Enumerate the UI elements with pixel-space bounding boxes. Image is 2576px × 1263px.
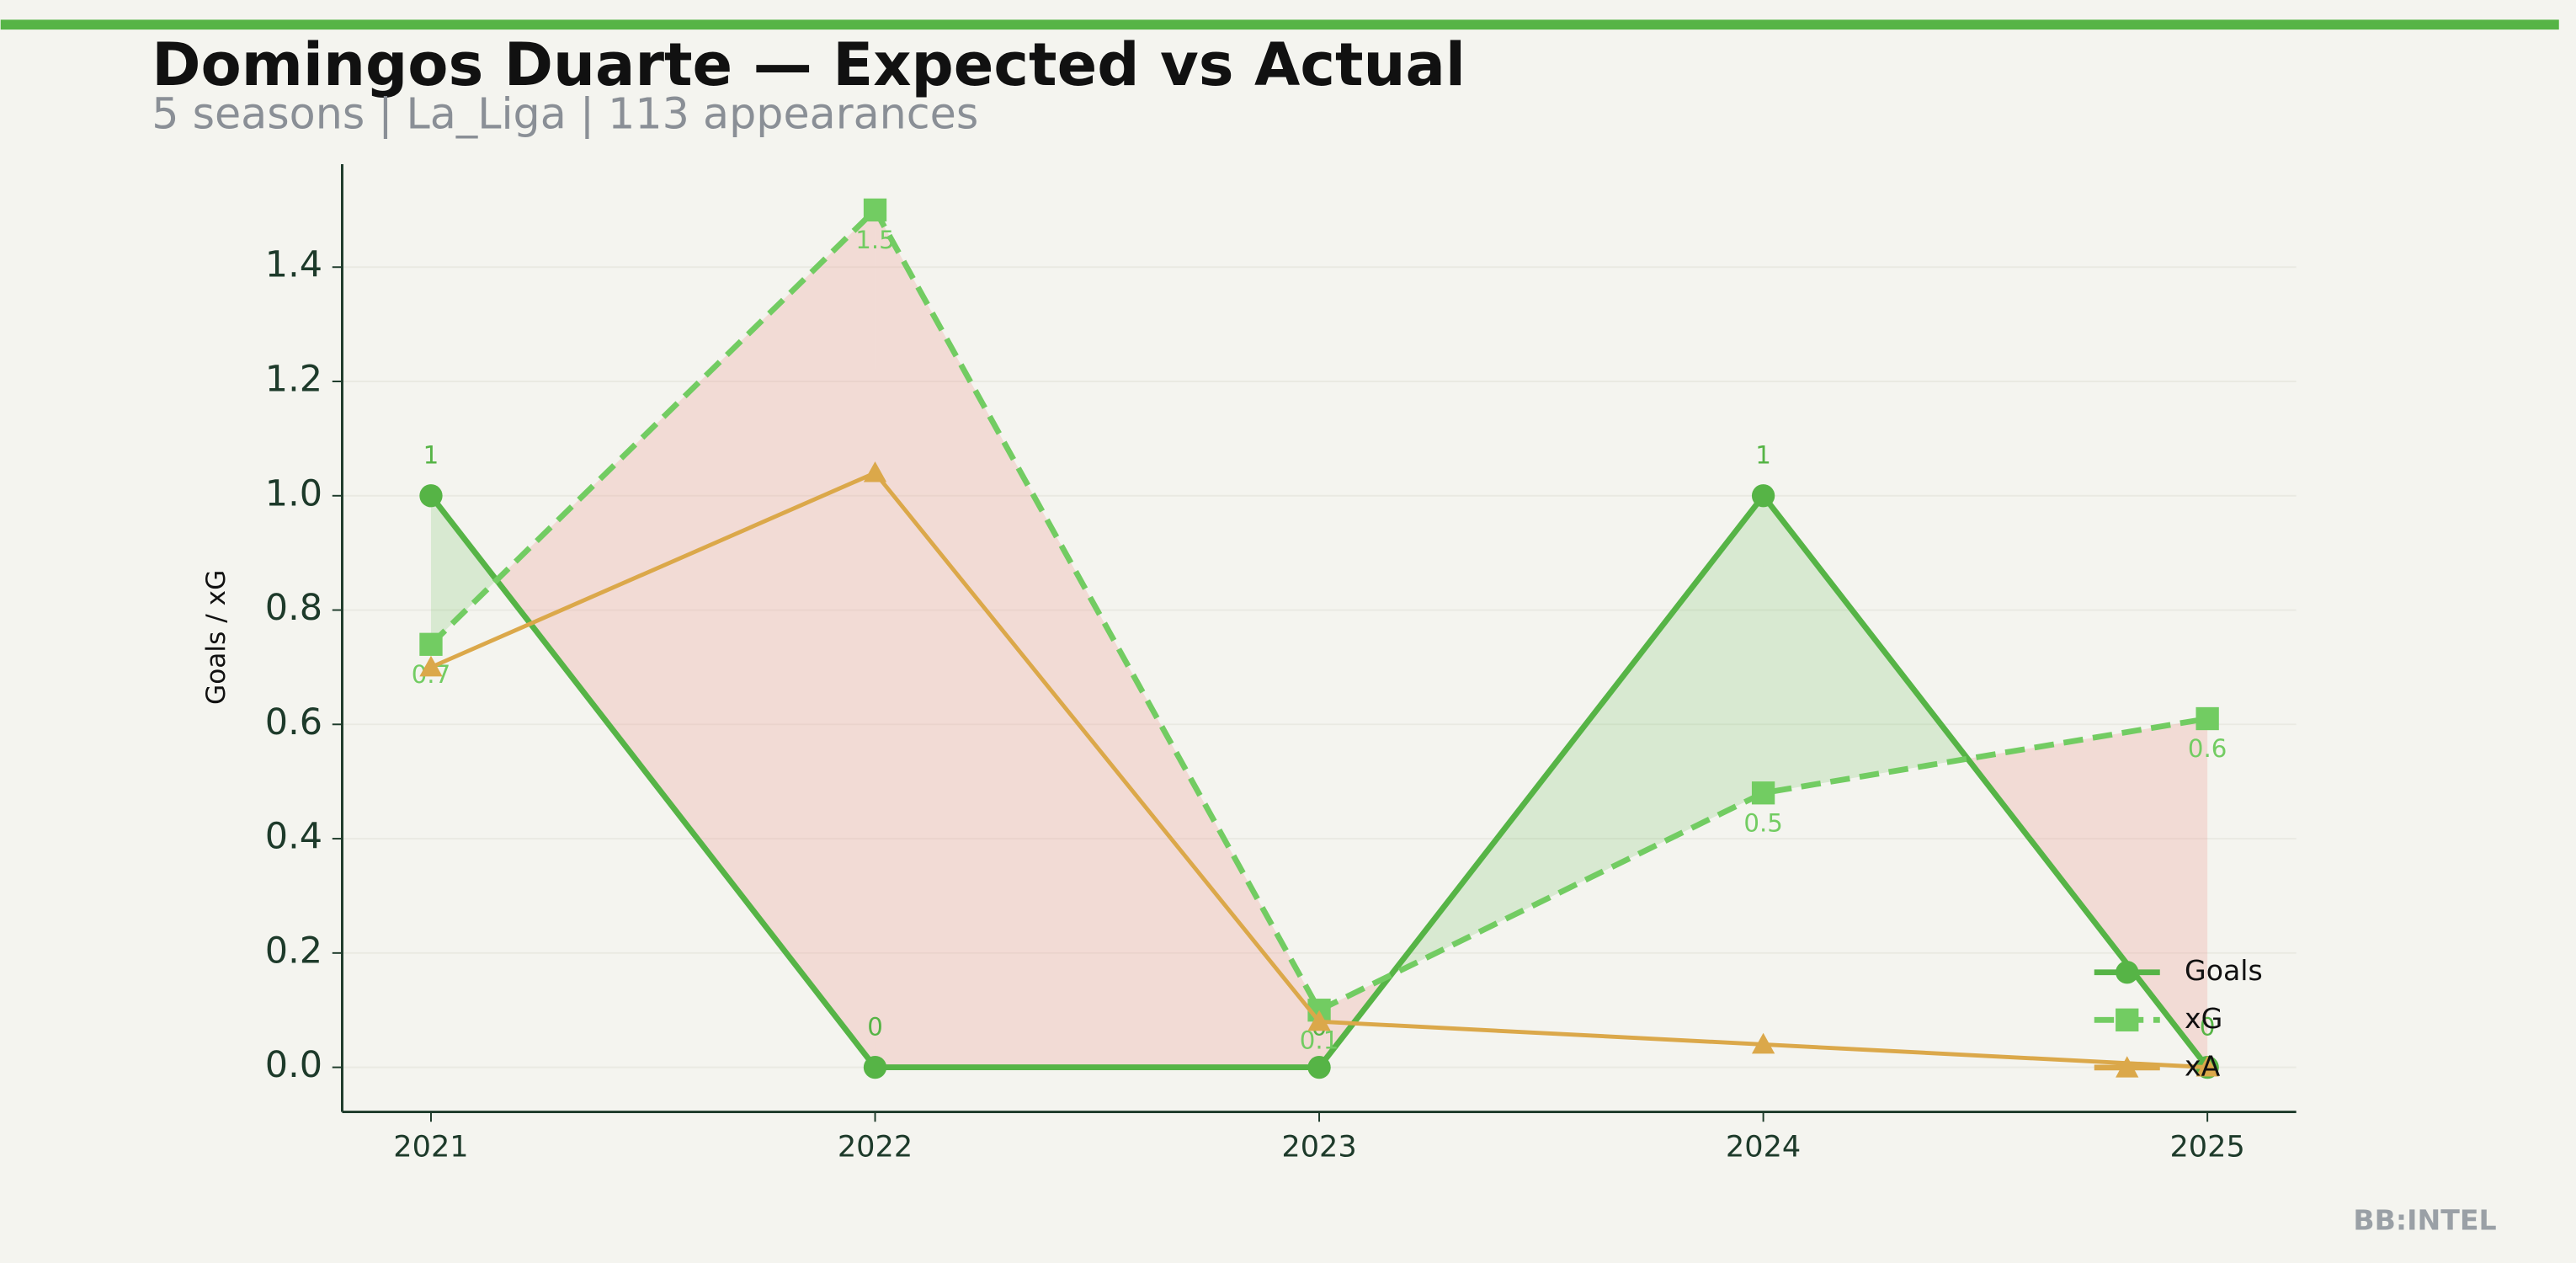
gap-fill — [875, 210, 1320, 1068]
value-label: 0.6 — [2188, 734, 2227, 763]
gap-fill — [1967, 718, 2208, 1068]
x-tick-label: 2025 — [2169, 1129, 2244, 1164]
legend-marker — [2116, 961, 2139, 984]
legend-label: xA — [2185, 1049, 2221, 1082]
data-point — [419, 484, 443, 508]
data-point — [419, 655, 443, 677]
x-tick-label: 2021 — [393, 1129, 468, 1164]
series-line — [428, 205, 2208, 1015]
value-label: 1 — [423, 440, 439, 469]
data-point — [863, 198, 887, 222]
y-tick-label: 0.0 — [265, 1044, 322, 1086]
x-tick-label: 2022 — [838, 1129, 913, 1164]
gap-fill — [1763, 495, 1968, 793]
value-label: 0 — [867, 1012, 883, 1041]
gap-fill — [430, 495, 497, 645]
value-label: 1.5 — [855, 226, 895, 254]
watermark: BB:INTEL — [2353, 1204, 2496, 1237]
y-tick-label: 1.2 — [265, 359, 322, 401]
y-tick-label: 0.2 — [265, 930, 322, 972]
x-tick-label: 2024 — [1726, 1129, 1801, 1164]
data-point — [1751, 1032, 1775, 1054]
value-label: 1 — [1755, 440, 1771, 469]
y-tick-label: 0.4 — [265, 816, 322, 858]
chart-subtitle: 5 seasons | La_Liga | 113 appearances — [152, 88, 978, 139]
data-point — [419, 632, 443, 656]
data-point — [863, 461, 887, 482]
legend-marker — [2116, 1056, 2139, 1078]
data-point — [863, 1055, 887, 1079]
data-point — [2195, 1055, 2219, 1077]
y-tick-label: 1.4 — [265, 244, 322, 286]
gap-fill — [496, 210, 876, 1068]
y-tick-label: 0.6 — [265, 701, 322, 743]
data-point — [2195, 706, 2219, 731]
y-tick-label: 0.8 — [265, 587, 322, 629]
legend-marker — [2116, 1008, 2139, 1031]
y-tick-label: 1.0 — [265, 472, 322, 514]
data-point — [1751, 781, 1775, 805]
top-bar — [0, 19, 2559, 30]
data-point — [1307, 1055, 1331, 1079]
y-axis-label: Goals / xG — [201, 570, 232, 705]
data-point — [1751, 484, 1775, 508]
legend-label: Goals — [2185, 954, 2263, 987]
legend-label: xG — [2185, 1002, 2222, 1035]
chart-title: Domingos Duarte — Expected vs Actual — [152, 30, 1466, 99]
data-point — [1307, 1010, 1331, 1031]
value-label: 0 — [2200, 1012, 2216, 1041]
x-tick-label: 2023 — [1281, 1129, 1356, 1164]
value-label: 0.5 — [1743, 808, 1783, 837]
